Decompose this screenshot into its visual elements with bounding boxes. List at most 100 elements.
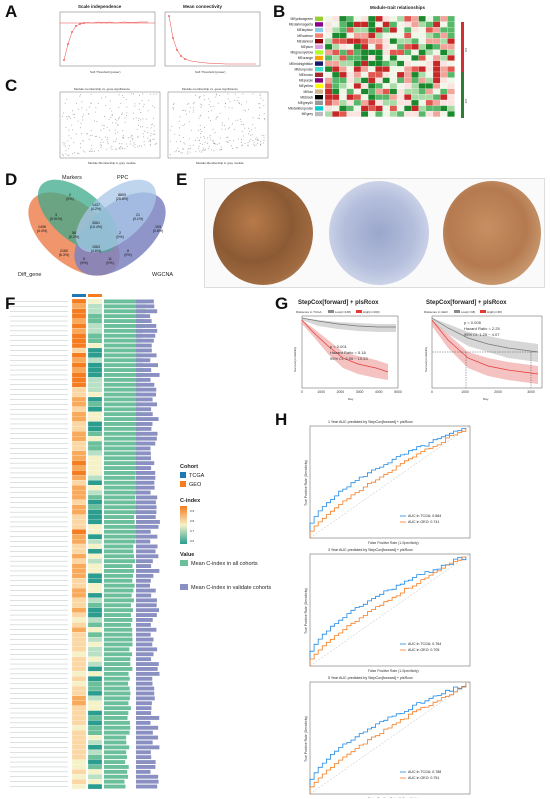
scatter-dot	[102, 124, 104, 126]
scatter-dot	[227, 141, 229, 143]
heatmap-cell	[382, 83, 390, 89]
scatter-dot	[140, 126, 141, 128]
heatmap-cell	[425, 43, 434, 50]
heatmap-cell	[396, 88, 405, 95]
scatter-dot	[126, 112, 128, 114]
scatter-dot	[134, 143, 136, 145]
scatter-dot	[133, 118, 135, 120]
heatmap-cell	[411, 94, 419, 101]
scatter-dot	[185, 110, 187, 112]
scatter-dot	[133, 93, 135, 95]
km-right-xlabel: Day	[483, 397, 489, 401]
scatter-dot	[131, 135, 133, 137]
scatter-dot	[203, 95, 205, 97]
heatmap-cell	[339, 94, 347, 101]
mean-validate-bar	[136, 720, 151, 725]
geo-cell	[87, 465, 103, 471]
roc-curve	[309, 428, 467, 538]
roc-auc-tcga: AUC in TCGA: 0.684	[408, 514, 441, 518]
scatter-dot	[186, 103, 188, 105]
heatmap-cell	[447, 43, 455, 50]
heatmap-cell	[418, 32, 426, 39]
module-color-swatch	[315, 44, 323, 49]
mean-validate-bar	[136, 691, 155, 696]
heatmap-cell	[375, 55, 383, 61]
heatmap-cell	[324, 27, 333, 33]
heatmap-cell	[382, 88, 390, 95]
scatter-dot	[193, 109, 195, 111]
tcga-cell	[71, 313, 87, 319]
scatter-dot	[253, 141, 255, 143]
scatter-dot	[200, 151, 202, 153]
heatmap-cell	[339, 71, 347, 78]
scatter-dot	[65, 126, 67, 128]
km-left-p: p < 0.001	[330, 344, 348, 349]
heatmap-cell	[425, 111, 434, 117]
mean-all-bar	[104, 524, 137, 529]
mean-validate-bar	[136, 466, 152, 470]
scatter-dot	[105, 105, 107, 107]
mean-validate-bar	[136, 667, 158, 671]
scatter-dot	[95, 135, 97, 137]
mean-all-bar	[104, 402, 141, 407]
scatter-dot	[241, 124, 243, 126]
scatter-dot	[154, 107, 156, 109]
scatter-dot	[228, 127, 230, 129]
tcga-cell	[71, 720, 87, 726]
scatter-dot	[68, 135, 70, 137]
scatter-dot	[237, 119, 239, 121]
geo-cell	[87, 338, 103, 344]
scatter-dot	[173, 102, 175, 104]
venn-region-pct: (0.01%)	[50, 217, 63, 221]
heatmap-cell	[382, 111, 390, 117]
heatmap-cell	[432, 105, 441, 112]
tcga-cell	[71, 686, 87, 692]
heatmap-cell	[440, 94, 448, 101]
module-label: MEgreenyellow	[290, 51, 313, 55]
scatter-dot	[130, 136, 132, 138]
heatmap-cell	[425, 77, 434, 84]
mean-validate-bar	[136, 603, 157, 608]
mean-all-bar	[104, 618, 133, 622]
heatmap-cell	[332, 32, 340, 39]
tcga-cell	[71, 607, 87, 613]
mean-all-bar	[104, 750, 127, 755]
mean-all-bar	[104, 701, 129, 706]
scatter-dot	[129, 143, 131, 145]
tcga-cell	[71, 411, 87, 417]
heatmap-cell	[425, 27, 434, 33]
heatmap-cell	[447, 21, 455, 28]
heatmap-cell	[396, 43, 405, 50]
scatter-dot	[67, 140, 69, 142]
scatter-dot	[109, 129, 111, 131]
heatmap-cell	[425, 66, 434, 73]
heatmap-cell	[396, 49, 405, 56]
mean-validate-bar	[136, 740, 153, 745]
tcga-cell	[71, 436, 87, 442]
panel-label-a: A	[5, 2, 18, 21]
tcga-cell	[71, 656, 87, 662]
module-label: MEyellow	[299, 84, 314, 88]
mean-validate-bar	[136, 716, 160, 720]
mean-all-bar	[104, 490, 139, 495]
geo-cell	[87, 676, 103, 682]
heatmap-cell	[411, 43, 419, 50]
heatmap-cell	[389, 60, 398, 67]
mean-all-bar	[104, 691, 131, 696]
heatmap-cell	[389, 77, 398, 84]
heatmap-cell	[440, 105, 448, 112]
scatter-dot	[209, 136, 211, 138]
tcga-cell	[71, 739, 87, 746]
scatter-dot	[122, 136, 124, 138]
mean-validate-bar	[136, 676, 153, 681]
scatter-dot	[103, 128, 105, 129]
scatter-dot	[261, 134, 263, 136]
scatter-dot	[248, 133, 249, 135]
mean-all-bar	[104, 569, 135, 573]
scatter-dot	[147, 137, 149, 139]
mean-validate-bar	[136, 343, 152, 348]
geo-cell	[87, 720, 103, 726]
cindex-tick-06: 0.6	[190, 539, 195, 543]
geo-cell	[87, 352, 103, 358]
scatter-dot	[68, 145, 70, 147]
